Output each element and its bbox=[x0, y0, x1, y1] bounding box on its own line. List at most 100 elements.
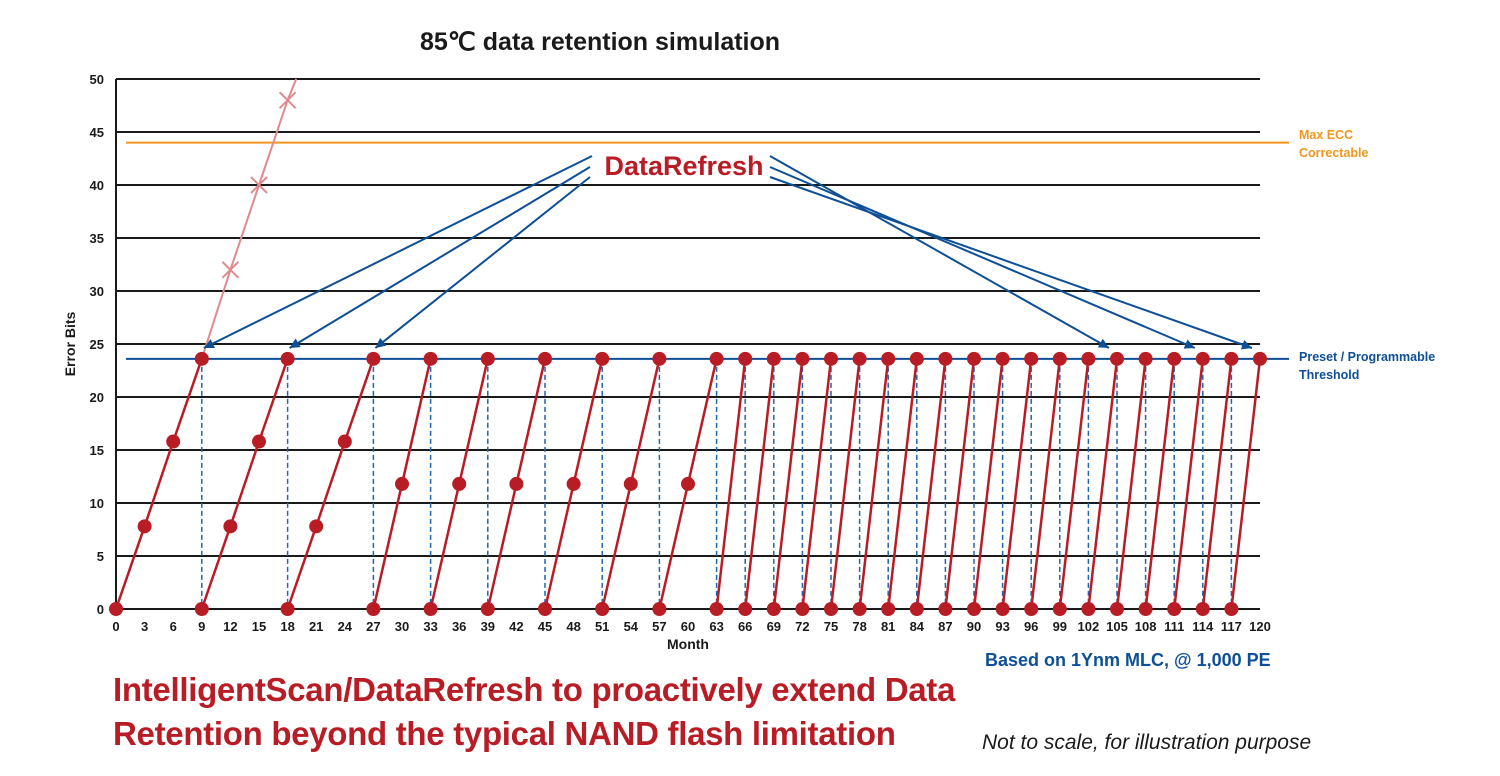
basis-note: Based on 1Ynm MLC, @ 1,000 PE bbox=[985, 650, 1271, 670]
y-axis-label: Error Bits bbox=[62, 312, 78, 377]
datarefresh-arrowhead bbox=[1183, 339, 1195, 349]
refresh-cycle-line bbox=[1115, 358, 1147, 610]
refresh-cycle-line bbox=[829, 358, 861, 610]
refresh-point bbox=[852, 351, 867, 366]
refresh-cycle-line bbox=[886, 358, 919, 610]
headline: IntelligentScan/DataRefresh to proactive… bbox=[113, 668, 1013, 756]
x-tick-label: 39 bbox=[481, 619, 495, 634]
datarefresh-arrowhead bbox=[289, 338, 301, 348]
refresh-cycle-line bbox=[1058, 358, 1090, 610]
refresh-point bbox=[1138, 351, 1153, 366]
refresh-point bbox=[1167, 351, 1182, 366]
refresh-dashed-lines bbox=[201, 358, 1233, 609]
refresh-cycle-line bbox=[915, 358, 947, 610]
y-tick-label: 45 bbox=[90, 125, 104, 140]
refresh-point bbox=[1110, 602, 1124, 616]
x-tick-label: 27 bbox=[366, 619, 380, 634]
max-ecc-label-line2: Correctable bbox=[1299, 146, 1369, 160]
x-tick-label: 111 bbox=[1164, 619, 1184, 634]
datarefresh-arrow bbox=[769, 176, 1253, 349]
datarefresh-arrow bbox=[769, 155, 1110, 349]
refresh-cycle-line bbox=[114, 358, 203, 610]
y-tick-label: 20 bbox=[90, 390, 104, 405]
x-tick-label: 93 bbox=[995, 619, 1009, 634]
refresh-point bbox=[824, 602, 838, 616]
refresh-cycle-line bbox=[1087, 358, 1119, 610]
refresh-point bbox=[1110, 351, 1124, 366]
refresh-point bbox=[938, 351, 953, 366]
refresh-point bbox=[1224, 351, 1239, 366]
max-ecc-label-line1: Max ECC bbox=[1299, 128, 1353, 142]
refresh-cycle-line bbox=[1230, 358, 1262, 610]
refresh-point bbox=[995, 351, 1010, 366]
refresh-point bbox=[1052, 602, 1067, 616]
x-tick-label: 33 bbox=[423, 619, 437, 634]
refresh-point bbox=[137, 519, 152, 534]
refresh-series bbox=[109, 351, 1267, 616]
refresh-point bbox=[766, 351, 781, 366]
refresh-cycle-line bbox=[715, 358, 747, 610]
x-tick-label: 66 bbox=[738, 619, 752, 634]
refresh-point bbox=[423, 602, 438, 616]
x-tick-label: 108 bbox=[1135, 619, 1157, 634]
refresh-point bbox=[681, 476, 695, 491]
refresh-point bbox=[738, 602, 753, 616]
refresh-point bbox=[480, 602, 495, 616]
refresh-point bbox=[109, 602, 123, 616]
refresh-cycle-line bbox=[1201, 358, 1233, 610]
datarefresh-arrowhead bbox=[1240, 339, 1252, 350]
refresh-point bbox=[766, 602, 781, 616]
x-tick-label: 6 bbox=[170, 619, 177, 634]
refresh-point bbox=[938, 602, 953, 616]
refresh-cycle-line bbox=[1172, 358, 1205, 610]
x-tick-label: 84 bbox=[910, 619, 925, 634]
refresh-point bbox=[738, 351, 753, 366]
x-tick-label: 63 bbox=[709, 619, 723, 634]
no-refresh-marker bbox=[250, 176, 268, 194]
x-tick-label: 0 bbox=[112, 619, 119, 634]
datarefresh-arrowhead bbox=[1097, 338, 1109, 348]
refresh-point bbox=[1024, 351, 1039, 366]
refresh-point bbox=[709, 602, 724, 616]
x-tick-label: 90 bbox=[967, 619, 981, 634]
refresh-point bbox=[1195, 351, 1210, 366]
refresh-cycle-line bbox=[801, 358, 833, 610]
datarefresh-arrows bbox=[203, 155, 1253, 350]
refresh-point bbox=[538, 351, 552, 366]
refresh-point bbox=[395, 476, 409, 491]
x-tick-label: 3 bbox=[141, 619, 148, 634]
x-tick-label: 57 bbox=[652, 619, 666, 634]
refresh-cycle-line bbox=[1144, 358, 1176, 610]
refresh-point bbox=[194, 602, 209, 616]
y-axis-ticks: 0 5 10 15 20 25 30 35 40 45 50 bbox=[90, 72, 104, 617]
x-axis-ticks: 0 3 6 9 12 15 18 21 24 27 30 33 36 39 42 45 48 51 54 57 60 63… bbox=[112, 619, 1270, 634]
refresh-cycle-line bbox=[972, 358, 1004, 610]
refresh-point bbox=[337, 434, 352, 449]
refresh-point bbox=[709, 351, 724, 366]
refresh-point bbox=[1081, 351, 1096, 366]
x-tick-label: 45 bbox=[538, 619, 552, 634]
x-tick-label: 18 bbox=[280, 619, 294, 634]
refresh-point bbox=[995, 602, 1010, 616]
refresh-cycle-line bbox=[200, 358, 289, 610]
x-tick-label: 24 bbox=[338, 619, 353, 634]
x-tick-label: 36 bbox=[452, 619, 466, 634]
x-tick-label: 60 bbox=[681, 619, 695, 634]
refresh-point bbox=[480, 351, 495, 366]
threshold-label-line2: Threshold bbox=[1299, 368, 1359, 382]
refresh-point bbox=[652, 351, 667, 366]
refresh-point bbox=[280, 351, 295, 366]
x-tick-label: 30 bbox=[395, 619, 409, 634]
datarefresh-arrow bbox=[203, 155, 593, 349]
refresh-cycle-line bbox=[858, 358, 890, 610]
y-tick-label: 40 bbox=[90, 178, 104, 193]
no-refresh-marker bbox=[221, 261, 240, 279]
y-tick-label: 30 bbox=[90, 284, 104, 299]
refresh-point bbox=[852, 602, 867, 616]
x-tick-label: 9 bbox=[198, 619, 205, 634]
x-tick-label: 42 bbox=[509, 619, 523, 634]
refresh-point bbox=[824, 351, 838, 366]
refresh-cycle-line bbox=[743, 358, 776, 610]
x-tick-label: 54 bbox=[624, 619, 639, 634]
refresh-point bbox=[452, 476, 467, 491]
